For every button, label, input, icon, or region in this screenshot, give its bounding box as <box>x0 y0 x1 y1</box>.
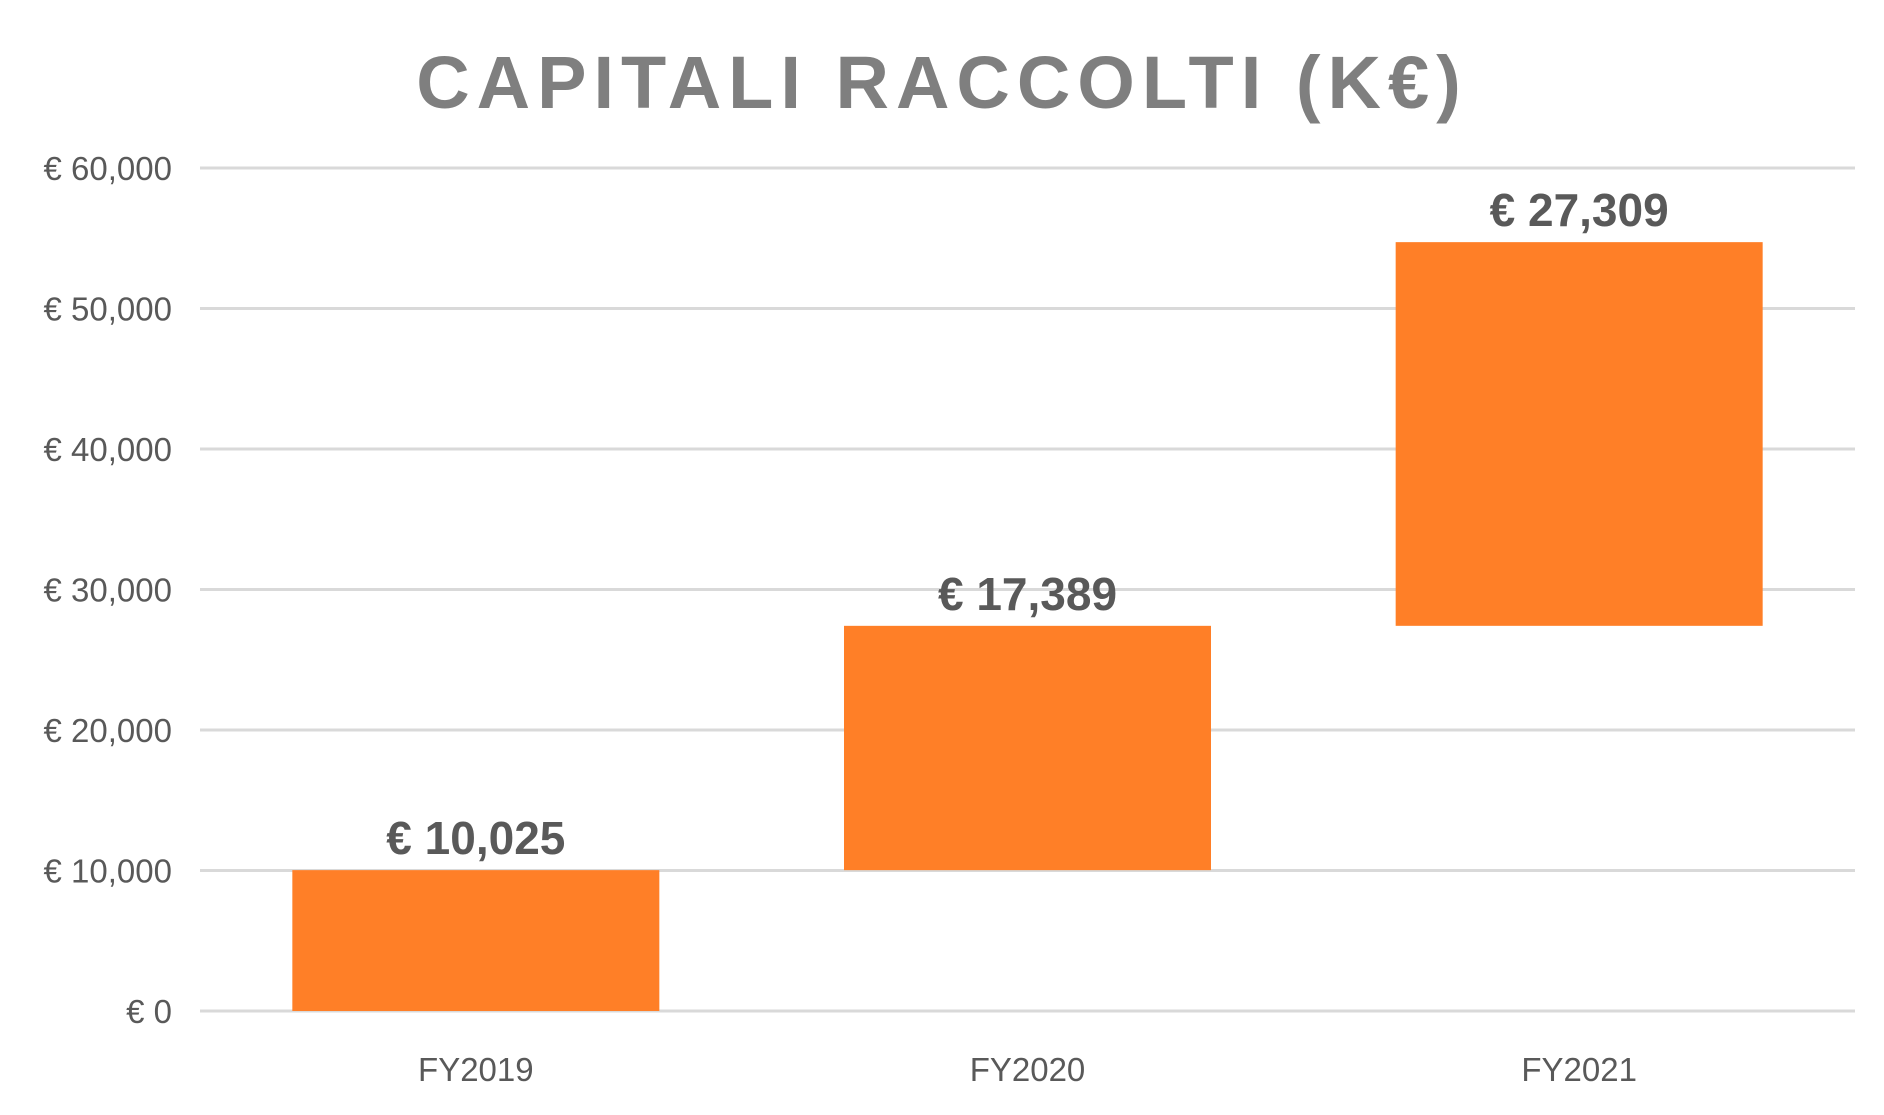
data-label-fy2021: € 27,309 <box>1490 184 1669 236</box>
data-label-fy2019: € 10,025 <box>386 812 565 864</box>
x-tick-label: FY2021 <box>1521 1051 1637 1088</box>
bar-fy2021 <box>1395 242 1763 626</box>
x-tick-label: FY2020 <box>970 1051 1086 1088</box>
y-tick-label: € 20,000 <box>44 712 172 749</box>
y-axis-tick-labels: € 0 € 10,000 € 20,000 € 30,000 € 40,000 € 50,… <box>44 150 172 1030</box>
x-tick-label: FY2019 <box>418 1051 534 1088</box>
y-tick-label: € 0 <box>126 993 172 1030</box>
bar-fy2019 <box>292 870 660 1011</box>
data-labels: € 10,025 € 17,389 € 27,309 <box>386 184 1668 864</box>
data-label-fy2020: € 17,389 <box>938 568 1117 620</box>
y-tick-label: € 60,000 <box>44 150 172 187</box>
y-tick-label: € 40,000 <box>44 431 172 468</box>
x-axis-tick-labels: FY2019 FY2020 FY2021 <box>418 1051 1637 1088</box>
y-tick-label: € 30,000 <box>44 572 172 609</box>
y-tick-label: € 50,000 <box>44 291 172 328</box>
chart-title: CAPITALI RACCOLTI (K€) <box>416 41 1468 124</box>
y-tick-label: € 10,000 <box>44 853 172 890</box>
bar-fy2020 <box>844 625 1211 871</box>
bars <box>292 242 1763 1011</box>
